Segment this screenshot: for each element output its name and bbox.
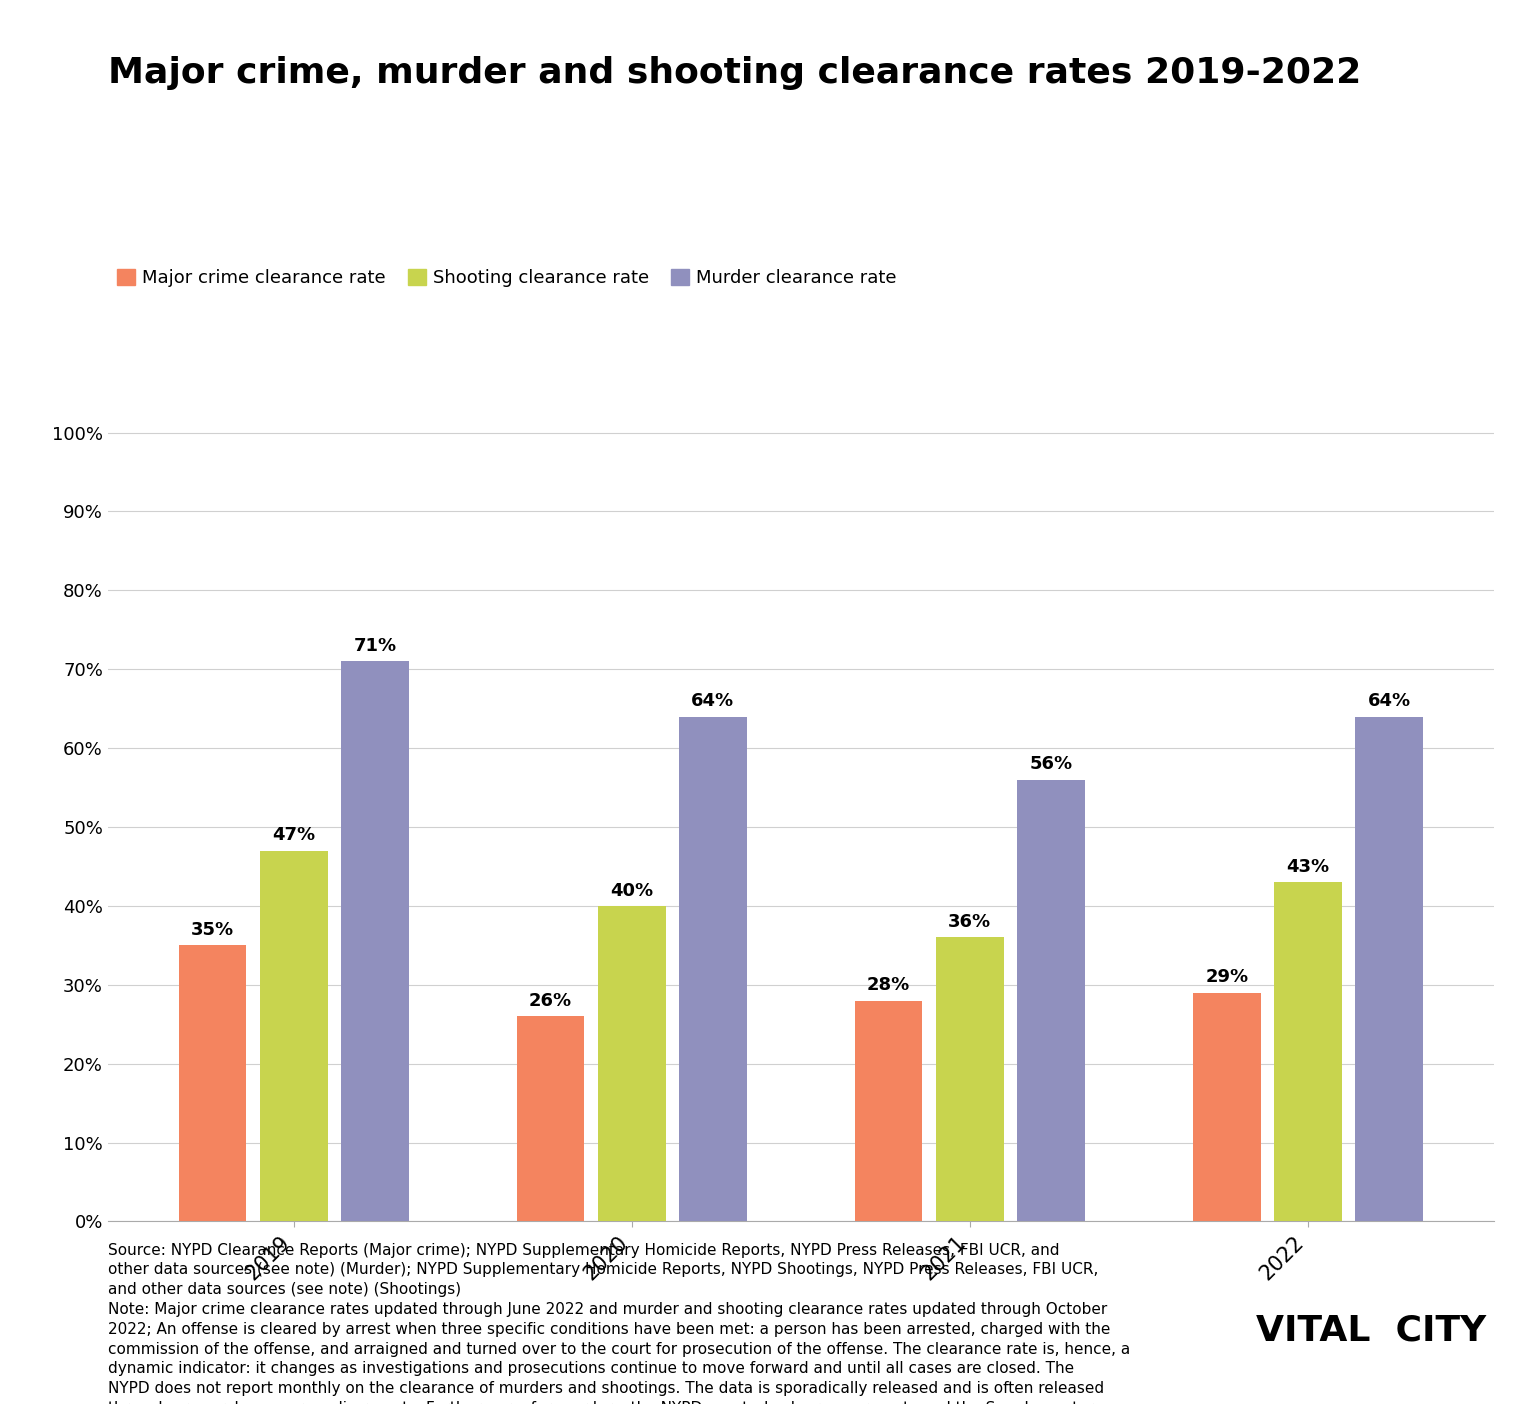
Legend: Major crime clearance rate, Shooting clearance rate, Murder clearance rate: Major crime clearance rate, Shooting cle… (109, 261, 904, 293)
Text: VITAL  CITY: VITAL CITY (1257, 1314, 1486, 1348)
Text: 35%: 35% (191, 921, 234, 939)
Text: 28%: 28% (867, 976, 910, 994)
Bar (1016, 779, 1084, 1221)
Bar (855, 1001, 922, 1221)
Text: 71%: 71% (353, 637, 396, 656)
Bar (340, 661, 408, 1221)
Text: 40%: 40% (610, 882, 653, 900)
Bar (260, 851, 328, 1221)
Text: 26%: 26% (530, 993, 573, 1009)
Bar (936, 938, 1004, 1221)
Bar (1194, 993, 1261, 1221)
Text: 36%: 36% (949, 913, 992, 931)
Text: 64%: 64% (691, 692, 735, 710)
Bar (1355, 716, 1423, 1221)
Text: 47%: 47% (273, 827, 316, 844)
Bar (179, 945, 246, 1221)
Text: 56%: 56% (1029, 755, 1072, 774)
Text: Source: NYPD Clearance Reports (Major crime); NYPD Supplementary Homicide Report: Source: NYPD Clearance Reports (Major cr… (108, 1243, 1130, 1404)
Text: 43%: 43% (1286, 858, 1329, 876)
Bar (598, 906, 665, 1221)
Text: 64%: 64% (1368, 692, 1411, 710)
Bar (1274, 882, 1341, 1221)
Bar (679, 716, 747, 1221)
Bar (517, 1016, 585, 1221)
Text: 29%: 29% (1206, 969, 1249, 987)
Text: Major crime, murder and shooting clearance rates 2019-2022: Major crime, murder and shooting clearan… (108, 56, 1361, 90)
